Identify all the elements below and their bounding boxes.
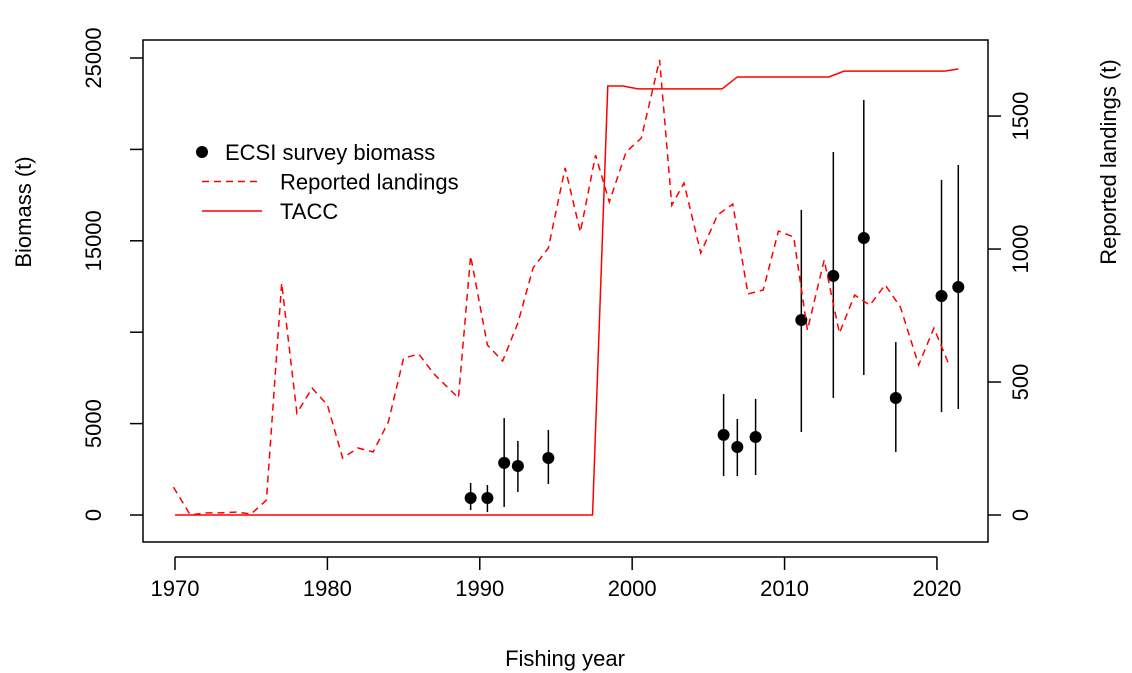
legend-label: Reported landings — [280, 169, 459, 194]
legend-label: TACC — [280, 199, 338, 224]
series-line — [172, 59, 950, 516]
x-tick-label: 1990 — [455, 576, 504, 601]
y-axis-label: Biomass (t) — [11, 156, 36, 267]
survey-point — [952, 281, 965, 294]
survey-point — [731, 440, 744, 453]
survey-point — [749, 430, 762, 443]
y2-tick-label: 0 — [1008, 509, 1033, 521]
survey-point — [717, 428, 730, 441]
x-tick-label: 1970 — [151, 576, 200, 601]
survey-point — [857, 232, 870, 245]
survey-point — [511, 460, 524, 473]
y-tick-label: 15000 — [81, 210, 106, 271]
y2-tick-label: 500 — [1008, 364, 1033, 401]
x-tick-label: 2000 — [608, 576, 657, 601]
legend-marker — [196, 146, 208, 158]
x-tick-label: 2010 — [760, 576, 809, 601]
survey-point — [795, 313, 808, 326]
survey-point — [498, 456, 511, 469]
survey-point — [889, 392, 902, 405]
x-tick-label: 2020 — [912, 576, 961, 601]
x-axis-label: Fishing year — [505, 646, 625, 671]
survey-point — [464, 492, 477, 505]
y-tick-label: 25000 — [81, 27, 106, 88]
y2-axis-label: Reported landings (t) — [1096, 59, 1121, 264]
survey-point — [481, 492, 494, 505]
survey-point — [827, 269, 840, 282]
y2-tick-label: 1000 — [1008, 225, 1033, 274]
y2-tick-label: 1500 — [1008, 92, 1033, 141]
legend-label: ECSI survey biomass — [225, 140, 435, 165]
survey-point — [935, 290, 948, 303]
y-tick-label: 0 — [81, 509, 106, 521]
plot-frame — [142, 39, 989, 543]
series-line — [175, 68, 959, 516]
y-tick-label: 5000 — [81, 399, 106, 448]
survey-point — [542, 451, 555, 464]
x-tick-label: 1980 — [303, 576, 352, 601]
